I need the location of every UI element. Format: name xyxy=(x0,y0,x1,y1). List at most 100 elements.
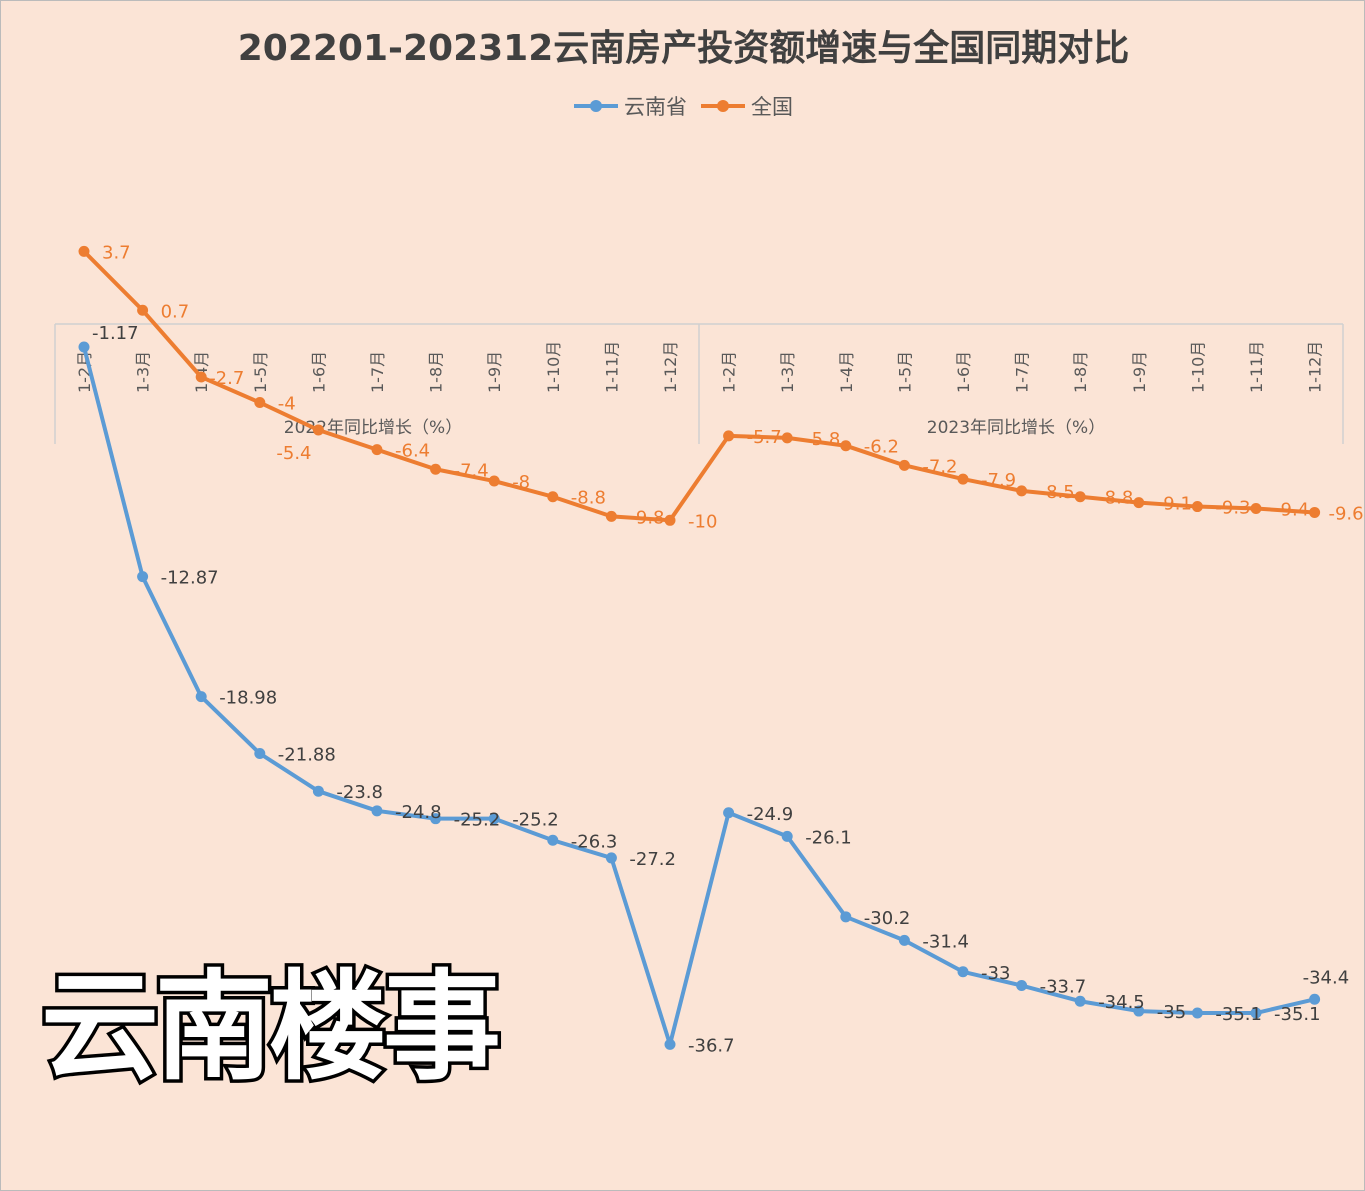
data-point xyxy=(1309,993,1321,1005)
data-label: -34.5 xyxy=(1098,992,1145,1013)
x-tick-label: 1-4月 xyxy=(837,351,856,393)
data-point xyxy=(1074,995,1086,1007)
x-tick-label: 1-8月 xyxy=(1071,351,1090,393)
x-tick-label: 1-3月 xyxy=(134,351,153,393)
data-label: -6.4 xyxy=(395,441,430,462)
data-label: -26.1 xyxy=(805,827,852,848)
data-label: -7.4 xyxy=(454,460,489,481)
data-label: -9.8 xyxy=(629,507,664,528)
x-group-label: 2023年同比增长（%） xyxy=(927,418,1105,438)
data-label: -8.5 xyxy=(1040,482,1075,503)
x-tick-label: 1-6月 xyxy=(954,351,973,393)
data-point xyxy=(254,748,266,760)
data-label: -25.2 xyxy=(512,810,559,831)
legend-marker-yunnan xyxy=(574,100,618,112)
data-label: 3.7 xyxy=(102,242,131,263)
data-point xyxy=(664,1038,676,1050)
data-label: -21.88 xyxy=(278,745,336,766)
x-tick-label: 1-7月 xyxy=(368,351,387,393)
data-point xyxy=(781,432,793,444)
x-tick-label: 1-6月 xyxy=(309,351,328,393)
data-label: -5.8 xyxy=(805,429,840,450)
legend-marker-national xyxy=(701,100,745,112)
data-point xyxy=(1016,980,1028,992)
data-point xyxy=(430,813,442,825)
data-label: -9.6 xyxy=(1328,503,1363,524)
data-point xyxy=(430,463,442,475)
data-point xyxy=(1250,503,1262,515)
data-label: -5.7 xyxy=(747,427,782,448)
data-point xyxy=(898,934,910,946)
data-label: -35.1 xyxy=(1274,1004,1321,1025)
data-label: -5.4 xyxy=(276,443,311,464)
data-label: -7.9 xyxy=(981,470,1016,491)
data-point xyxy=(488,475,500,487)
data-label: -33.7 xyxy=(1040,977,1087,998)
data-point xyxy=(78,245,90,257)
data-point xyxy=(957,473,969,485)
chart-title: 202201-202312云南房产投资额增速与全国同期对比 xyxy=(237,28,1130,69)
data-point xyxy=(137,571,149,583)
data-point xyxy=(1250,1007,1262,1019)
data-point xyxy=(78,341,90,353)
data-point xyxy=(1133,497,1145,509)
data-label: -10 xyxy=(688,511,717,532)
data-label: -33 xyxy=(981,963,1010,984)
data-label: -4 xyxy=(278,394,296,415)
data-point xyxy=(1191,501,1203,513)
data-label: -26.3 xyxy=(571,831,618,852)
data-point xyxy=(371,805,383,817)
data-point xyxy=(840,440,852,452)
data-point xyxy=(1133,1005,1145,1017)
data-label: -8 xyxy=(512,472,530,493)
legend-item-yunnan[interactable]: 云南省 xyxy=(574,91,687,121)
data-point xyxy=(1074,491,1086,503)
data-label: 0.7 xyxy=(161,301,190,322)
x-tick-label: 1-9月 xyxy=(1130,351,1149,393)
data-point xyxy=(1309,506,1321,518)
data-point xyxy=(547,491,559,503)
data-label: -8.8 xyxy=(571,488,606,509)
x-tick-label: 1-2月 xyxy=(720,351,739,393)
data-point xyxy=(312,424,324,436)
data-label: -35.1 xyxy=(1215,1004,1262,1025)
data-label: -23.8 xyxy=(336,782,383,803)
data-label: -12.87 xyxy=(161,568,219,589)
x-tick-label: 1-8月 xyxy=(427,351,446,393)
data-point xyxy=(195,371,207,383)
x-tick-label: 1-3月 xyxy=(778,351,797,393)
data-point xyxy=(898,459,910,471)
x-tick-label: 1-10月 xyxy=(544,341,563,393)
data-label: -6.2 xyxy=(864,437,899,458)
data-label: -18.98 xyxy=(219,688,277,709)
legend-label: 云南省 xyxy=(624,95,687,119)
data-point xyxy=(781,830,793,842)
data-label: -27.2 xyxy=(629,849,676,870)
data-label: -8.8 xyxy=(1098,488,1133,509)
data-point xyxy=(312,785,324,797)
series-line xyxy=(82,249,1315,523)
x-tick-label: 1-12月 xyxy=(1306,341,1325,393)
data-point xyxy=(547,834,559,846)
data-label: -24.8 xyxy=(395,802,442,823)
x-tick-label: 1-11月 xyxy=(602,341,621,393)
data-point xyxy=(195,691,207,703)
data-label: -30.2 xyxy=(864,908,911,929)
data-label: -7.2 xyxy=(922,456,957,477)
x-tick-label: 1-9月 xyxy=(485,351,504,393)
legend: 云南省 全国 xyxy=(1,91,1364,121)
legend-item-national[interactable]: 全国 xyxy=(701,91,793,121)
data-label: -31.4 xyxy=(922,931,969,952)
data-point xyxy=(254,397,266,409)
data-point xyxy=(605,852,617,864)
data-label: -24.9 xyxy=(747,804,794,825)
legend-label: 全国 xyxy=(751,95,793,119)
data-label: -9.4 xyxy=(1274,500,1309,521)
data-label: -9.3 xyxy=(1215,498,1250,519)
watermark-logo: 云南楼事 xyxy=(37,955,504,1100)
data-point xyxy=(723,807,735,819)
data-point xyxy=(957,966,969,978)
data-point xyxy=(137,304,149,316)
data-label: -9.1 xyxy=(1157,494,1192,515)
